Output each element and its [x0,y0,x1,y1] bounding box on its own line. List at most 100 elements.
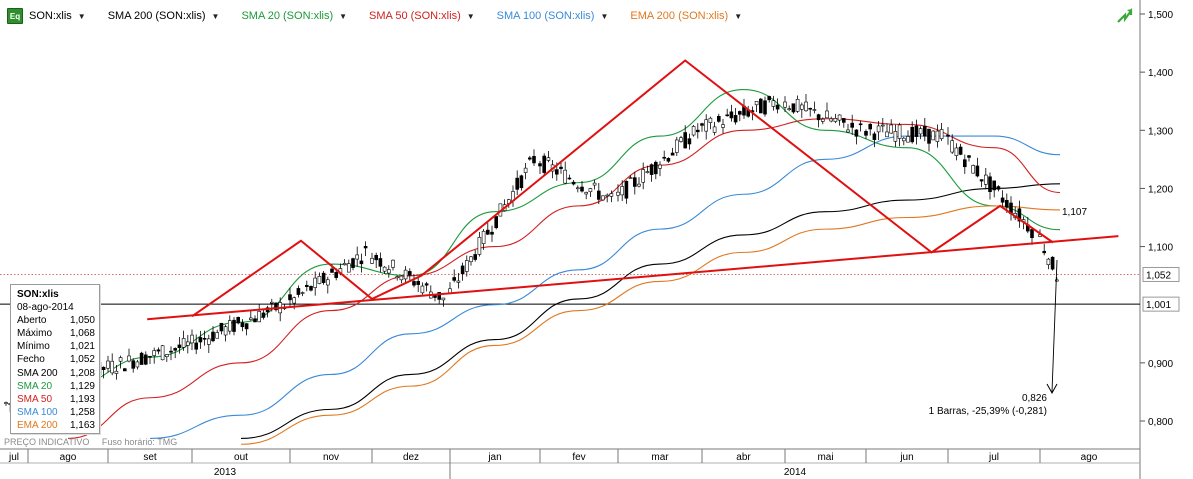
candle-body [207,338,211,345]
year-label: 2013 [214,467,237,478]
candle-body [456,280,461,283]
candle-body [645,171,650,173]
legend-item-sma50[interactable]: SMA 50 (SON:xlis) ▼ [369,10,475,22]
projection-line [1051,259,1058,393]
candle-body [342,263,347,265]
caret-down-icon[interactable]: ▼ [211,11,220,21]
candle-body [1050,256,1055,270]
candle-body [395,276,400,279]
candle-body [767,96,772,101]
info-value: 1,129 [69,380,95,392]
candle-body [563,169,568,184]
trend-up-arrow-icon [1117,8,1133,23]
candle-body [868,123,873,130]
candle-body [783,101,787,108]
legend-item-sma20[interactable]: SMA 20 (SON:xlis) ▼ [241,10,347,22]
candle-body [725,114,730,117]
candle-body [4,402,8,405]
candle-body [198,337,203,343]
y-tick-label: 1,100 [1148,243,1173,254]
projection-arrow-icon [1046,383,1058,395]
candle-body [950,140,955,153]
candle-body [211,331,215,342]
candle-body [901,137,906,142]
candle-body [215,332,219,339]
candle-body [971,165,976,174]
candle-body [967,155,971,158]
candle-body [979,179,984,182]
candle-body [156,349,161,352]
candle-body [437,292,442,300]
candle-body [658,164,662,169]
candle-body [131,360,135,369]
candle-body [914,125,919,137]
current-price-label: 1,052 [1146,270,1171,281]
candle-body [704,119,709,132]
candle-body [101,366,106,370]
candle-body [695,129,700,133]
candle-body [846,129,850,133]
footer-timezone: Fuso horário: TMG [101,437,178,447]
candle-body [609,193,614,197]
candle-body [889,124,894,134]
candle-body [1042,250,1046,254]
candle-body [300,292,305,294]
info-label: SMA 100 [17,406,58,418]
candle-body [897,124,902,139]
candle-body [485,229,490,235]
candle-body [313,277,318,288]
candle-body [223,326,228,336]
caret-down-icon[interactable]: ▼ [466,11,475,21]
x-tick-label: jul [988,452,999,463]
candle-body [554,169,559,175]
caret-down-icon[interactable]: ▼ [77,11,86,21]
candle-body [355,254,360,260]
candle-body [1046,258,1051,266]
legend-item-sma100[interactable]: SMA 100 (SON:xlis) ▼ [497,10,609,22]
y-tick-label: 0,900 [1148,359,1173,370]
candle-body [954,147,959,156]
candle-body [317,276,322,284]
candle-body [452,277,457,281]
candle-body [605,194,610,197]
legend-item-price[interactable]: SON:xlis ▼ [29,10,86,22]
caret-down-icon[interactable]: ▼ [734,11,743,21]
candle-body [799,104,804,110]
candle-body [160,345,165,361]
candle-body [996,186,1001,190]
caret-down-icon[interactable]: ▼ [600,11,609,21]
candle-body [592,182,597,186]
legend-item-ema200[interactable]: EMA 200 (SON:xlis) ▼ [630,10,742,22]
candle-body [490,231,494,235]
legend-item-sma200[interactable]: SMA 200 (SON:xlis) ▼ [108,10,220,22]
candle-body [177,344,182,349]
candle-body [918,128,923,135]
candle-body [729,111,734,119]
candle-body [473,254,478,260]
candle-body [139,352,144,365]
candle-body [330,268,334,273]
candle-body [946,134,950,137]
info-row: Fecho 1,052 [17,353,95,366]
candle-body [588,188,593,193]
equity-badge[interactable]: Eq [7,8,23,24]
y-tick-label: 1,300 [1148,126,1173,137]
x-tick-label: fev [572,452,585,463]
candle-body [469,256,473,263]
candle-body [228,320,232,332]
info-row: Mínimo 1,021 [17,340,95,353]
candle-body [580,186,584,192]
info-row: SMA 100 1,258 [17,406,95,419]
candle-body [674,139,679,153]
candle-body [596,190,601,200]
x-tick-label: mai [817,452,833,463]
info-label: Máximo [17,328,53,340]
legend-label: SMA 50 (SON:xlis) [369,10,461,22]
y-tick-label: 0,800 [1148,417,1173,428]
caret-down-icon[interactable]: ▼ [339,11,348,21]
candle-body [958,146,963,155]
legend-bar: Eq SON:xlis ▼ SMA 200 (SON:xlis) ▼ SMA 20 … [0,0,1140,32]
